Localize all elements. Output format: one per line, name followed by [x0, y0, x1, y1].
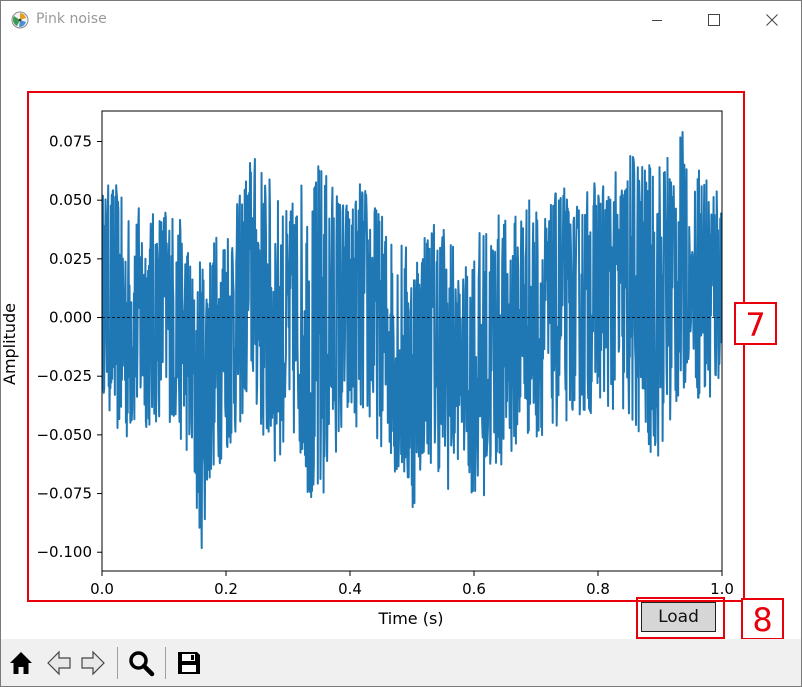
- y-tick-label: −0.025: [36, 367, 92, 385]
- x-tick-label: 1.0: [710, 580, 734, 598]
- y-axis-label: Amplitude: [1, 303, 19, 385]
- forward-button[interactable]: [77, 647, 109, 679]
- axes-frame: [101, 110, 723, 572]
- maximize-icon: [708, 14, 720, 26]
- back-arrow-icon: [47, 650, 71, 676]
- save-button[interactable]: [173, 647, 205, 679]
- y-tick-label: 0.025: [49, 250, 92, 268]
- y-tick-label: −0.050: [36, 426, 92, 444]
- close-button[interactable]: [743, 1, 801, 39]
- maximize-button[interactable]: [685, 1, 743, 39]
- y-tick-label: 0.075: [49, 133, 92, 151]
- signal-trace: [102, 131, 722, 550]
- x-axis-label: Time (s): [377, 609, 443, 628]
- load-button[interactable]: Load: [641, 602, 716, 632]
- close-icon: [766, 14, 778, 26]
- y-tick-label: 0.000: [49, 309, 92, 327]
- annotation-label-load: 8: [752, 601, 772, 639]
- minimize-icon: [652, 20, 662, 21]
- x-axis: 0.0 0.2 0.4 0.6 0.8 1.0: [90, 571, 734, 598]
- x-tick-label: 0.2: [214, 580, 238, 598]
- back-button[interactable]: [43, 647, 75, 679]
- annotation-box-load: [636, 597, 725, 639]
- figure-canvas[interactable]: 0.0 0.2 0.4 0.6 0.8 1.0 0.075 0.050 0.025 0.000 −…: [1, 39, 801, 639]
- app-icon: [11, 11, 29, 29]
- zoom-icon: [129, 651, 155, 677]
- x-tick-label: 0.6: [462, 580, 486, 598]
- title-bar[interactable]: Pink noise: [1, 1, 801, 39]
- annotation-label-box-load: [741, 598, 784, 639]
- minimize-button[interactable]: [628, 1, 686, 39]
- x-tick-label: 0.4: [338, 580, 362, 598]
- y-tick-label: −0.100: [36, 543, 92, 561]
- annotation-label-box-plot: [734, 302, 777, 345]
- home-button[interactable]: [5, 647, 37, 679]
- toolbar-separator: [117, 647, 118, 679]
- y-axis: 0.075 0.050 0.025 0.000 −0.025 −0.050 −0.075 −0…: [36, 133, 102, 561]
- home-icon: [10, 652, 32, 674]
- window-title: Pink noise: [36, 11, 107, 27]
- save-icon: [178, 652, 200, 674]
- zoom-button[interactable]: [125, 647, 157, 679]
- annotation-label-plot: 7: [745, 306, 765, 344]
- annotation-box-plot: [27, 91, 745, 602]
- x-tick-label: 0.8: [586, 580, 610, 598]
- x-tick-label: 0.0: [90, 580, 114, 598]
- y-tick-label: 0.050: [49, 191, 92, 209]
- navigation-toolbar: [1, 639, 801, 686]
- y-tick-label: −0.075: [36, 485, 92, 503]
- toolbar-separator: [165, 647, 166, 679]
- forward-arrow-icon: [81, 650, 105, 676]
